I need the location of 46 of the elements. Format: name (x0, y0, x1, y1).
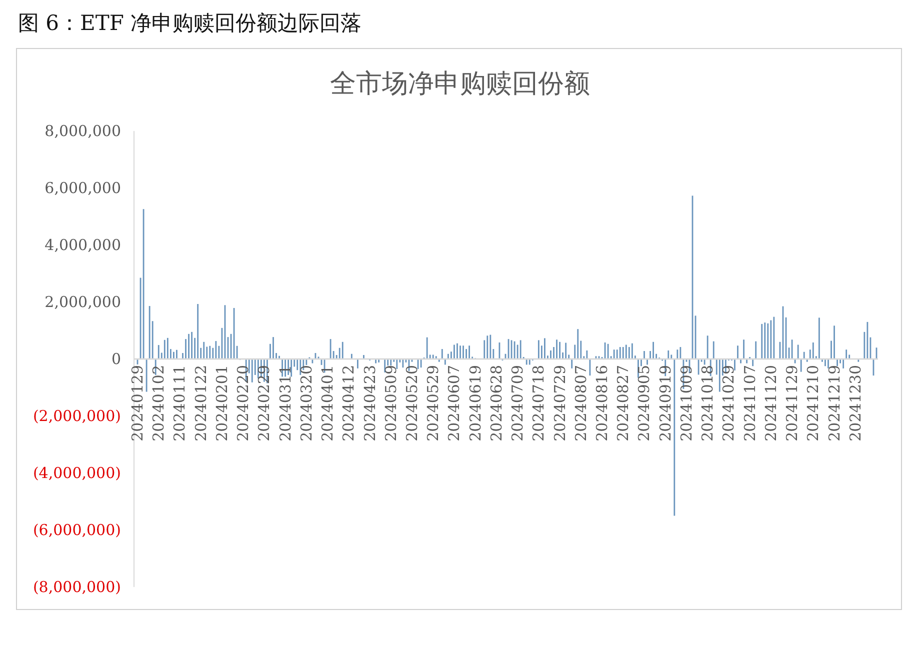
y-tick-label: 8,000,000 (44, 122, 121, 140)
x-tick-label: 20240509 (382, 365, 400, 442)
x-tick-label: 20241120 (762, 365, 780, 442)
x-tick-label: 20240607 (445, 365, 464, 442)
x-tick-label: 20240220 (234, 365, 252, 442)
x-tick-label: 20240122 (192, 365, 210, 442)
x-tick-label: 20240320 (297, 365, 316, 442)
x-tick-label: 20241009 (677, 365, 696, 442)
x-tick-label: 20240311 (276, 365, 294, 442)
x-tick-label: 20241107 (740, 365, 759, 442)
x-tick-label: 20240619 (466, 365, 484, 442)
x-tick-label: 20240423 (360, 365, 379, 442)
x-tick-label: 20240412 (340, 365, 358, 442)
y-tick-label: 2,000,000 (44, 293, 121, 311)
x-tick-label: 20240111 (170, 365, 189, 442)
x-tick-label: 20240201 (212, 365, 231, 442)
x-tick-label: 20240905 (635, 365, 654, 442)
x-tick-label: 20240229 (255, 365, 274, 442)
y-tick-label: 6,000,000 (44, 179, 121, 197)
y-tick-label: (8,000,000) (32, 578, 121, 596)
y-tick-label: (6,000,000) (32, 521, 121, 539)
x-tick-label: 20240102 (150, 365, 168, 442)
x-tick-label: 20240718 (530, 365, 548, 442)
x-tick-label: 20240529 (424, 365, 442, 442)
x-tick-label: 20241219 (825, 365, 844, 442)
x-tick-label: 20241210 (804, 365, 822, 442)
chart-title: 图 6：ETF 净申购赎回份额边际回落 (18, 11, 362, 35)
y-tick-label: 4,000,000 (44, 236, 121, 254)
x-tick-label: 20241029 (720, 365, 738, 442)
x-tick-label: 20240129 (128, 365, 147, 442)
x-tick-label: 20240816 (593, 365, 612, 442)
chart-subtitle: 全市场净申购赎回份额 (330, 69, 590, 99)
y-tick-label: (4,000,000) (32, 464, 121, 482)
x-tick-label: 20240401 (318, 365, 337, 442)
y-tick-label: 0 (111, 350, 121, 368)
x-tick-label: 20240709 (508, 365, 527, 442)
y-tick-label: (2,000,000) (32, 407, 121, 425)
x-tick-label: 20240520 (402, 365, 421, 442)
x-tick-label: 20241230 (846, 365, 864, 442)
x-tick-label: 20240729 (550, 365, 569, 442)
x-tick-label: 20241129 (783, 365, 802, 442)
x-tick-label: 20241018 (698, 365, 717, 442)
x-tick-label: 20240807 (572, 365, 590, 442)
x-tick-label: 20240827 (614, 365, 632, 442)
x-tick-label: 20240628 (487, 365, 506, 442)
x-tick-label: 20240919 (656, 365, 674, 442)
